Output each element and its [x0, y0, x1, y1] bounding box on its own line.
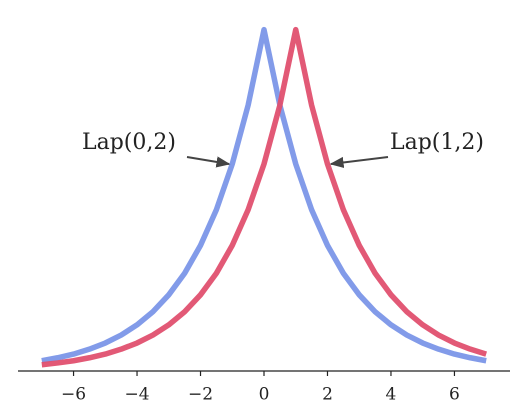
x-tick-label: 0: [259, 385, 270, 405]
x-tick-label: −6: [61, 385, 86, 405]
annotation: Lap(0,2): [82, 130, 176, 155]
x-tick-label: −4: [125, 385, 150, 405]
series-line: [41, 26, 487, 364]
annotation-arrow: [186, 156, 231, 168]
annotation-arrow: [329, 156, 389, 169]
x-tick-label: 4: [386, 385, 397, 405]
x-tick-label: 2: [322, 385, 333, 405]
x-tick-label: −2: [188, 385, 213, 405]
series-line: [41, 26, 488, 368]
x-tick-label: 6: [449, 385, 460, 405]
annotation: Lap(1,2): [390, 130, 484, 155]
